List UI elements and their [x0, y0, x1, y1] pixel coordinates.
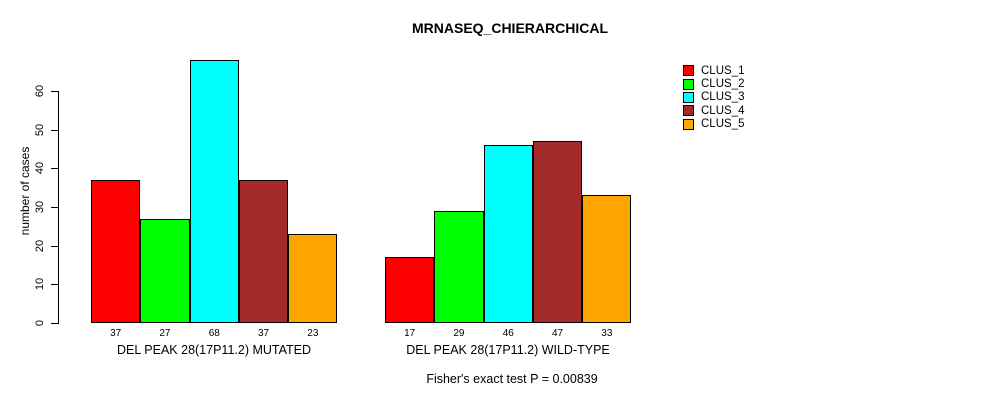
legend-item: CLUS_5	[683, 118, 744, 131]
bar-value-label: 33	[601, 328, 613, 339]
bar-clus_3-group2	[483, 145, 533, 323]
legend-label: CLUS_2	[701, 78, 745, 91]
y-tick-label: 20	[34, 239, 46, 252]
y-tick	[51, 207, 58, 208]
y-tick	[51, 284, 58, 286]
legend-item: CLUS_4	[683, 104, 744, 117]
y-tick	[51, 323, 58, 324]
legend-item: CLUS_1	[683, 64, 744, 77]
bar-value-label: 46	[502, 328, 514, 339]
bar-clus_3-group1	[189, 60, 239, 323]
y-tick-label: 0	[34, 319, 46, 327]
bar-clus_2-group1	[140, 218, 190, 323]
bar-clus_4-group1	[238, 179, 289, 323]
bar-value-label: 29	[453, 328, 465, 339]
x-group-label-wildtype: DEL PEAK 28(17P11.2) WILD-TYPE	[406, 343, 610, 357]
legend-label: CLUS_5	[701, 118, 745, 131]
pvalue-annotation: Fisher's exact test P = 0.00839	[426, 372, 598, 386]
legend-item: CLUS_2	[683, 77, 744, 90]
bar-value-label: 37	[257, 328, 270, 339]
bar-value-label: 27	[159, 328, 171, 339]
bar-value-label: 37	[110, 328, 122, 339]
y-tick-label: 50	[34, 123, 46, 136]
legend-swatch-clus_5	[683, 118, 694, 130]
x-group-label-mutated: DEL PEAK 28(17P11.2) MUTATED	[116, 343, 312, 357]
bar-clus_5-group2	[582, 195, 632, 323]
bar-value-label: 47	[551, 328, 564, 339]
bar-value-label: 23	[307, 328, 319, 339]
y-tick	[51, 129, 58, 131]
y-tick-label: 10	[34, 278, 46, 291]
legend-swatch-clus_4	[683, 105, 694, 117]
y-tick-label: 60	[34, 84, 46, 98]
y-tick-label: 40	[34, 162, 46, 175]
bar-value-label: 68	[208, 328, 220, 339]
bar-clus_1-group2	[385, 257, 435, 323]
y-tick	[51, 168, 58, 170]
bar-clus_2-group2	[434, 210, 484, 323]
legend-swatch-clus_3	[683, 91, 694, 103]
y-tick-label: 30	[34, 200, 46, 214]
bar-clus_4-group2	[532, 141, 583, 323]
bar-clus_5-group1	[288, 234, 338, 323]
y-tick	[51, 91, 58, 92]
legend-item: CLUS_3	[683, 91, 744, 104]
legend-swatch-clus_1	[683, 65, 694, 77]
y-axis-title: number of cases	[18, 146, 32, 236]
legend: CLUS_1 CLUS_2 CLUS_3 CLUS_4 CLUS_5	[683, 64, 744, 131]
chart-title: MRNASEQ_CHIERARCHICAL	[411, 20, 609, 36]
legend-label: CLUS_1	[701, 64, 745, 77]
y-tick	[51, 245, 58, 247]
bar-value-label: 17	[404, 328, 416, 339]
bar-clus_1-group1	[91, 179, 141, 323]
y-axis-line	[58, 91, 59, 324]
legend-label: CLUS_3	[701, 91, 745, 104]
legend-label: CLUS_4	[701, 104, 745, 117]
legend-swatch-clus_2	[683, 78, 694, 90]
